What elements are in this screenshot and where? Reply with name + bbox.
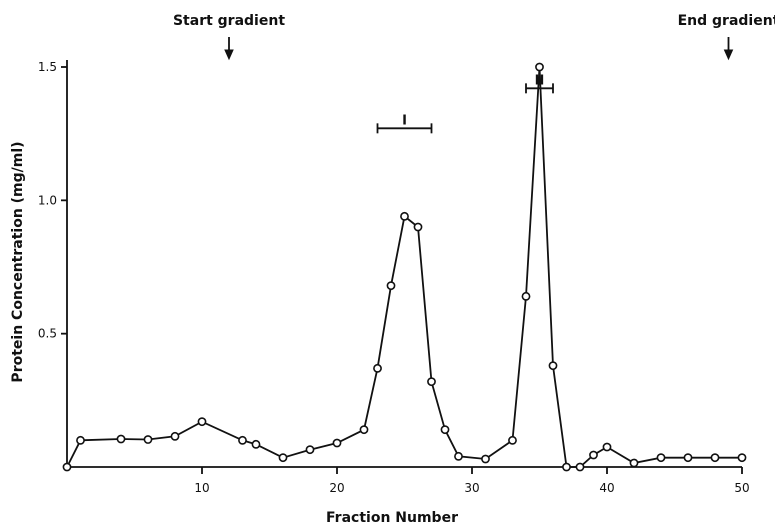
x-tick-label: 10 <box>194 481 209 495</box>
y-tick-label: 1.5 <box>38 60 57 74</box>
data-point <box>251 439 261 449</box>
data-point <box>62 462 72 472</box>
x-axis-label: Fraction Number <box>326 510 458 526</box>
data-point <box>454 451 463 461</box>
x-tick-label: 20 <box>329 481 344 495</box>
axes <box>66 60 742 468</box>
annotation-arrow-head <box>224 49 234 61</box>
annotation-arrow-head <box>723 49 734 61</box>
data-point <box>562 462 571 472</box>
data-point <box>76 435 85 445</box>
data-point <box>548 361 558 371</box>
y-tick-label: 1.0 <box>38 193 57 207</box>
data-point <box>170 431 180 441</box>
data-point <box>359 425 369 435</box>
x-tick-label: 30 <box>464 481 479 495</box>
data-point <box>589 450 598 460</box>
data-point <box>143 435 153 444</box>
data-point <box>332 438 342 448</box>
data-point <box>683 453 693 463</box>
data-point <box>386 281 396 291</box>
x-ticks: 10 20 30 40 50 <box>194 467 750 495</box>
annotation-label: Start gradient <box>173 13 285 29</box>
data-point <box>400 211 409 221</box>
data-point <box>710 453 720 463</box>
data-point <box>575 462 585 472</box>
data-point <box>197 417 207 427</box>
data-point <box>508 435 517 445</box>
data-point <box>602 442 612 452</box>
data-point <box>535 62 544 72</box>
data-point <box>238 435 247 445</box>
data-point <box>656 453 666 463</box>
y-ticks: 0.5 1.0 1.5 <box>38 60 67 341</box>
x-tick-label: 50 <box>734 481 749 495</box>
data-point <box>278 453 288 463</box>
data-point <box>116 434 126 444</box>
y-axis-label: Protein Concentration (mg/ml) <box>10 141 26 382</box>
data-point <box>629 458 639 468</box>
data-point <box>440 425 450 435</box>
data-points <box>62 62 747 472</box>
data-point <box>305 445 315 455</box>
data-point <box>373 363 382 373</box>
data-point <box>427 377 436 387</box>
data-point <box>737 453 747 463</box>
data-point <box>481 454 490 464</box>
annotation-label: End gradient <box>678 13 775 29</box>
x-tick-label: 40 <box>599 481 614 495</box>
data-point <box>413 222 423 232</box>
bracket-label: I <box>402 113 407 128</box>
data-point <box>521 291 531 301</box>
y-tick-label: 0.5 <box>38 327 57 341</box>
